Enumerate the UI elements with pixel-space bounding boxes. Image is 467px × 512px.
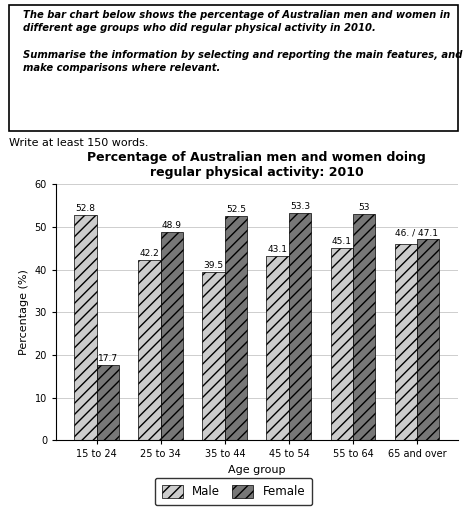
Bar <box>331 248 353 440</box>
Bar <box>225 216 247 440</box>
Bar <box>97 365 119 440</box>
Text: 52.8: 52.8 <box>76 204 96 213</box>
Bar <box>289 213 311 440</box>
Bar <box>353 214 375 440</box>
Bar <box>74 215 97 440</box>
Bar <box>138 260 161 440</box>
Text: The bar chart below shows the percentage of Australian men and women in
differen: The bar chart below shows the percentage… <box>23 10 462 73</box>
Bar <box>417 240 439 440</box>
X-axis label: Age group: Age group <box>228 465 286 475</box>
Text: Write at least 150 words.: Write at least 150 words. <box>9 138 149 148</box>
Text: 52.5: 52.5 <box>226 205 246 214</box>
Bar <box>202 272 225 440</box>
Text: 43.1: 43.1 <box>268 245 288 254</box>
Text: 46. / 47.1: 46. / 47.1 <box>396 228 439 237</box>
Text: 53.3: 53.3 <box>290 202 310 211</box>
Bar <box>395 244 417 440</box>
Text: 39.5: 39.5 <box>204 261 224 270</box>
Text: 17.7: 17.7 <box>98 354 118 362</box>
Bar <box>267 257 289 440</box>
Legend: Male, Female: Male, Female <box>155 478 312 505</box>
Text: 45.1: 45.1 <box>332 237 352 246</box>
Text: 42.2: 42.2 <box>140 249 159 258</box>
Text: 53: 53 <box>358 203 370 212</box>
Text: 48.9: 48.9 <box>162 221 182 229</box>
Bar <box>161 231 183 440</box>
FancyBboxPatch shape <box>9 5 458 131</box>
Y-axis label: Percentage (%): Percentage (%) <box>19 269 29 355</box>
Title: Percentage of Australian men and women doing
regular physical activity: 2010: Percentage of Australian men and women d… <box>87 151 426 179</box>
